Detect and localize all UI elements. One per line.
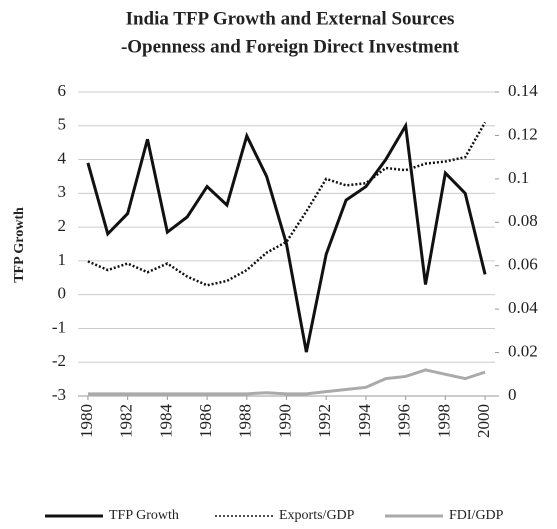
y2-tick-label: 0.14 — [508, 81, 538, 100]
x-tick-label: 2000 — [474, 404, 493, 438]
legend-label: Exports/GDP — [279, 508, 355, 523]
series-line — [87, 121, 487, 287]
y-tick-label: 1 — [58, 250, 67, 269]
y2-tick-label: 0.12 — [508, 124, 538, 143]
y-tick-label: -2 — [52, 351, 66, 370]
x-tick-label: 1984 — [156, 404, 175, 439]
x-tick-label: 1982 — [117, 404, 136, 438]
chart-title: India TFP Growth and External Sources — [126, 8, 455, 29]
x-tick-label: 1990 — [275, 404, 294, 438]
series-line — [86, 121, 487, 353]
y-tick-label: 0 — [58, 284, 67, 303]
y2-tick-label: 0 — [508, 385, 517, 404]
x-tick-label: 1992 — [315, 404, 334, 438]
y2-tick-label: 0.08 — [508, 211, 538, 230]
x-tick-label: 1996 — [395, 404, 414, 438]
y2-tick-label: 0.04 — [508, 298, 538, 317]
x-tick-label: 1998 — [434, 404, 453, 438]
x-tick-label: 1980 — [77, 404, 96, 438]
legend-label: FDI/GDP — [449, 508, 504, 523]
x-tick-label: 1988 — [236, 404, 255, 438]
y2-tick-label: 0.06 — [508, 255, 538, 274]
y-tick-label: 4 — [58, 148, 67, 167]
chart-title: -Openness and Foreign Direct Investment — [121, 36, 460, 57]
y2-tick-label: 0.02 — [508, 341, 538, 360]
series-line — [87, 368, 486, 396]
y-tick-label: 2 — [58, 216, 67, 235]
y-tick-label: -1 — [52, 317, 66, 336]
y-tick-label: 6 — [58, 81, 67, 100]
x-tick-label: 1986 — [196, 404, 215, 438]
y2-tick-label: 0.1 — [508, 168, 529, 187]
x-tick-label: 1994 — [355, 404, 374, 439]
y-tick-label: -3 — [52, 385, 66, 404]
y-tick-label: 3 — [58, 182, 67, 201]
y-axis-label: TFP Growth — [12, 207, 27, 283]
legend-label: TFP Growth — [109, 508, 179, 523]
y-tick-label: 5 — [58, 115, 67, 134]
